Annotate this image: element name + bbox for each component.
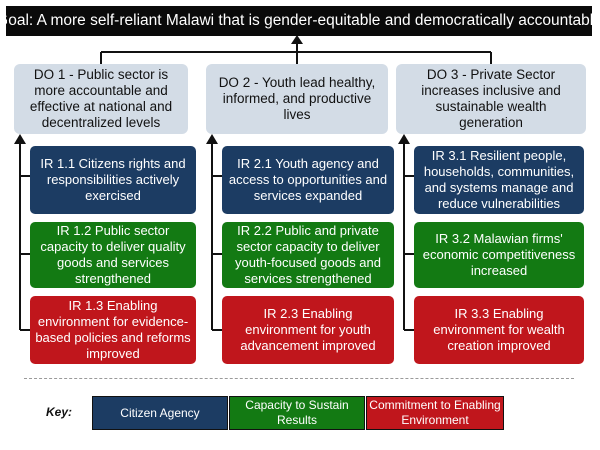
- do-3-box: DO 3 - Private Sector increases inclusiv…: [396, 64, 586, 134]
- goal-banner: Goal: A more self-reliant Malawi that is…: [0, 6, 600, 36]
- ir-1-1-box: IR 1.1 Citizens rights and responsibilit…: [30, 146, 196, 214]
- key-divider: [24, 378, 574, 379]
- ir-1-2-box: IR 1.2 Public sector capacity to deliver…: [30, 222, 196, 288]
- ir-3-2-box: IR 3.2 Malawian firms' economic competit…: [414, 222, 584, 288]
- ir-2-3-box: IR 2.3 Enabling environment for youth ad…: [222, 296, 394, 364]
- key-citizen-agency: Citizen Agency: [92, 396, 228, 430]
- ir-3-3-box: IR 3.3 Enabling environment for wealth c…: [414, 296, 584, 364]
- ir-2-1-box: IR 2.1 Youth agency and access to opport…: [222, 146, 394, 214]
- key-commitment-to-enabling-environment: Commitment to Enabling Environment: [366, 396, 504, 430]
- key-capacity-to-sustain-results: Capacity to Sustain Results: [229, 396, 365, 430]
- do-2-box: DO 2 - Youth lead healthy, informed, and…: [206, 64, 388, 134]
- ir-1-3-box: IR 1.3 Enabling environment for evidence…: [30, 296, 196, 364]
- ir-3-1-box: IR 3.1 Resilient people, households, com…: [414, 146, 584, 214]
- do-1-box: DO 1 - Public sector is more accountable…: [14, 64, 188, 134]
- key-label: Key:: [46, 405, 73, 419]
- ir-2-2-box: IR 2.2 Public and private sector capacit…: [222, 222, 394, 288]
